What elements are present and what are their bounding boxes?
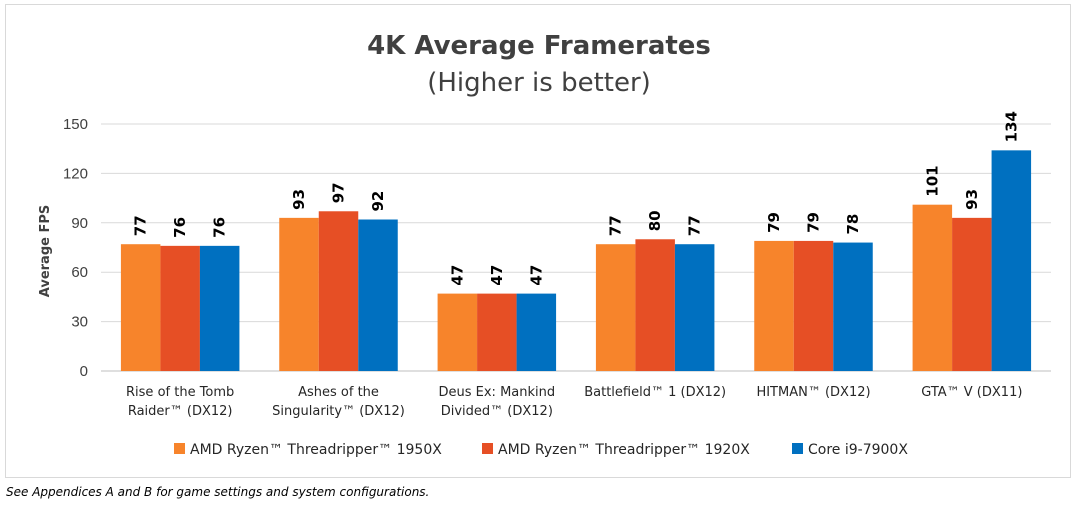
data-label: 93: [963, 189, 981, 210]
data-label: 93: [290, 189, 308, 210]
data-label: 92: [369, 191, 387, 212]
y-axis-ticks: 0 30 60 90 120 150: [63, 116, 88, 380]
bar: [635, 239, 675, 371]
y-tick-label: 120: [63, 165, 88, 182]
data-label: 77: [686, 215, 704, 236]
category-labels: Rise of the Tomb Raider™ (DX12) Ashes of t…: [126, 385, 1022, 419]
category-label-line: Raider™ (DX12): [128, 404, 233, 419]
bar: [991, 150, 1032, 371]
bar: [674, 244, 715, 371]
bar: [437, 293, 478, 371]
legend: AMD Ryzen™ Threadripper™ 1950X AMD Ryzen™…: [174, 442, 908, 458]
bar: [516, 293, 557, 371]
bar: [279, 217, 319, 371]
category-label-line: Singularity™ (DX12): [272, 404, 405, 419]
data-label: 79: [805, 212, 823, 233]
category-label-line: Divided™ (DX12): [441, 404, 553, 419]
bars: [120, 150, 1032, 371]
bar: [754, 240, 794, 371]
category-label: GTA™ V (DX11): [921, 385, 1022, 400]
data-label: 47: [448, 265, 466, 286]
y-tick-label: 150: [63, 116, 88, 133]
legend-swatch: [174, 443, 185, 454]
y-axis-label: Average FPS: [38, 205, 53, 298]
category-label: Rise of the Tomb Raider™ (DX12): [126, 385, 234, 419]
chart-frame: 4K Average Framerates (Higher is better)…: [5, 4, 1071, 478]
y-tick-label: 60: [71, 264, 88, 281]
bar: [477, 293, 517, 371]
bar: [912, 204, 953, 371]
bar: [793, 240, 834, 371]
gridlines: [101, 123, 1051, 372]
chart-title: 4K Average Framerates: [367, 31, 711, 61]
data-label: 76: [211, 217, 229, 238]
category-label: Ashes of the Singularity™ (DX12): [272, 385, 405, 419]
bar-chart: 4K Average Framerates (Higher is better)…: [38, 31, 1051, 458]
legend-swatch: [792, 443, 803, 454]
bar: [952, 217, 992, 371]
category-label-line: HITMAN™ (DX12): [756, 385, 870, 400]
data-label: 77: [607, 215, 625, 236]
category-label-line: Ashes of the: [298, 385, 379, 400]
data-labels: 77 76 76 93 97 92 47 47 47 77 80 77 79 79 78 101 93 134: [132, 111, 1021, 286]
bar: [120, 244, 161, 371]
category-label-line: GTA™ V (DX11): [921, 385, 1022, 400]
category-label: Deus Ex: Mankind Divided™ (DX12): [439, 385, 556, 419]
bar: [358, 219, 398, 371]
data-label: 47: [488, 265, 506, 286]
legend-label: Core i9-7900X: [808, 442, 908, 458]
bar: [160, 245, 200, 371]
y-tick-label: 90: [71, 215, 88, 232]
category-label-line: Deus Ex: Mankind: [439, 385, 556, 400]
category-label-line: Rise of the Tomb: [126, 385, 234, 400]
y-tick-label: 30: [71, 314, 88, 331]
category-label: HITMAN™ (DX12): [756, 385, 870, 400]
data-label: 76: [171, 217, 189, 238]
data-label: 101: [923, 165, 941, 196]
data-label: 77: [132, 215, 150, 236]
legend-label: AMD Ryzen™ Threadripper™ 1950X: [190, 442, 442, 458]
category-label: Battlefield™ 1 (DX12): [584, 385, 726, 400]
data-label: 134: [1002, 111, 1020, 142]
bar: [318, 211, 359, 371]
data-label: 97: [330, 182, 348, 203]
data-label: 80: [646, 210, 664, 231]
legend-swatch: [482, 443, 493, 454]
bar: [199, 245, 240, 371]
data-label: 78: [844, 214, 862, 235]
data-label: 47: [527, 265, 545, 286]
footnote: See Appendices A and B for game settings…: [6, 485, 430, 499]
legend-label: AMD Ryzen™ Threadripper™ 1920X: [498, 442, 750, 458]
category-label-line: Battlefield™ 1 (DX12): [584, 385, 726, 400]
chart-subtitle: (Higher is better): [427, 68, 651, 98]
bar: [595, 244, 636, 371]
bar: [833, 242, 873, 371]
y-tick-label: 0: [80, 363, 88, 380]
data-label: 79: [765, 212, 783, 233]
